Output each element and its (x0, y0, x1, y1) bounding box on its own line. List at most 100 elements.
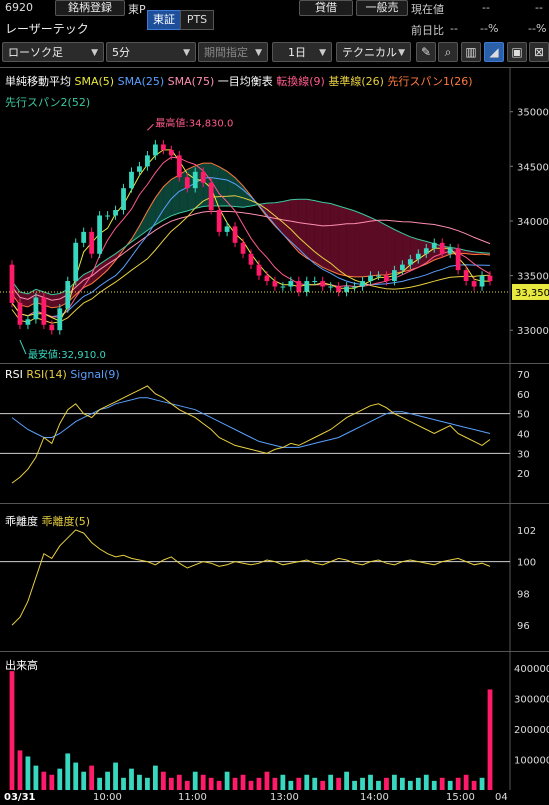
legend-item: SMA(5) (74, 75, 115, 88)
candle-body (49, 324, 55, 331)
volume-bar (113, 762, 118, 790)
technical-select[interactable]: テクニカル ▼ (336, 42, 411, 62)
period-select[interactable]: 期間指定 ▼ (198, 42, 268, 62)
candle-body (208, 182, 214, 211)
legend-item: 基準線(26) (328, 75, 384, 88)
tab-tse[interactable]: 東証 (147, 10, 181, 30)
candle-body (328, 286, 334, 288)
volume-bar (65, 753, 71, 790)
bar-chart-icon[interactable]: ▥ (461, 42, 481, 62)
legend-item: SMA(75) (167, 75, 215, 88)
save-icon[interactable]: ▣ (507, 42, 527, 62)
sma25-line (11, 177, 491, 318)
lend-button[interactable]: 貸借 (299, 0, 353, 16)
y-tick-label: 34000 (517, 217, 549, 228)
interval-value: 5分 (112, 46, 130, 59)
volume-bar (384, 777, 389, 790)
deviation-line (11, 529, 491, 626)
ichimoku-cloud-segment (155, 186, 164, 225)
volume-bar (176, 774, 182, 790)
candle-body (17, 302, 23, 325)
period-value: 期間指定 (204, 46, 248, 59)
x-axis: 03/31 10:00 11:00 13:00 14:00 15:00 04 (4, 792, 508, 803)
rsi-signal-line (11, 397, 491, 448)
candle-body (168, 149, 174, 156)
x-tick-label: 04 (495, 792, 508, 803)
volume-bar (288, 780, 294, 790)
ichimoku-cloud-segment (274, 201, 283, 235)
volume-bar (240, 774, 246, 790)
interval-select[interactable]: 5分 ▼ (106, 42, 196, 62)
last-price-text: 33,350 (515, 288, 549, 299)
technical-value: テクニカル (342, 46, 397, 59)
rsi-legend: RSI RSI(14) Signal(9) (5, 368, 120, 381)
candle-body (176, 155, 182, 178)
volume-bar (455, 777, 461, 790)
candle-body (232, 226, 238, 243)
volume-bar (216, 780, 222, 790)
ippan-button[interactable]: 一般売 (356, 0, 408, 16)
volume-bar (264, 771, 270, 790)
deviation-chart[interactable]: 102 100 98 96 (0, 504, 549, 651)
volume-bar (224, 771, 230, 790)
price-chart[interactable]: 33,350 最高値:34,830.0 最安値:32,910.0 35000 34500… (0, 68, 549, 363)
candle-body (296, 281, 302, 292)
candle-body (320, 281, 326, 287)
ichimoku-cloud-segment (378, 221, 387, 276)
candle-body (312, 281, 318, 283)
volume-bar (25, 756, 31, 790)
prev-diff-label: 前日比 (411, 24, 444, 37)
legend-item: 一目均衡表 (217, 75, 273, 88)
last-price-tag (512, 283, 549, 300)
stock-name: レーザーテック (5, 22, 89, 36)
close-icon[interactable]: ⊠ (529, 42, 549, 62)
volume-title: 出来高 (5, 659, 38, 672)
legend-item: RSI(14) (26, 368, 67, 381)
candle-body (137, 166, 142, 172)
chevron-down-icon: ▼ (319, 48, 326, 58)
y-tick-label: 50 (517, 410, 530, 421)
y-tick-label: 200000 (514, 725, 549, 736)
volume-bar (153, 765, 158, 790)
candle-body (248, 253, 254, 265)
y-tick-label: 98 (517, 589, 530, 600)
candle-body (399, 264, 405, 271)
volume-bar (33, 765, 39, 790)
volume-bar (352, 780, 357, 790)
volume-chart[interactable]: 400000 300000 200000 100000 (0, 652, 549, 790)
draw-pencil-icon[interactable]: ✎ (416, 42, 436, 62)
ichimoku-cloud-segment (362, 214, 371, 277)
ichimoku-cloud-segment (394, 229, 403, 274)
chevron-down-icon: ▼ (183, 48, 190, 58)
rsi-chart[interactable]: 70 60 50 40 30 20 (0, 364, 549, 503)
zoom-search-icon[interactable]: ⌕ (438, 42, 458, 62)
ichimoku-cloud-segment (298, 199, 307, 259)
y-tick-label: 33500 (517, 272, 549, 283)
volume-bar (105, 771, 110, 790)
volume-bar (439, 777, 445, 790)
price-panel (0, 67, 549, 364)
area-chart-icon[interactable]: ◢ (484, 42, 504, 62)
candle-body (160, 144, 166, 150)
candle-body (65, 281, 71, 309)
register-button[interactable]: 銘柄登録 (55, 0, 125, 16)
rsi-panel (0, 363, 549, 504)
volume-bar (168, 777, 174, 790)
ichimoku-cloud-segment (418, 239, 427, 268)
ichimoku-cloud-segment (243, 185, 251, 208)
low-label: 最安値:32,910.0 (28, 348, 106, 361)
ichimoku-cloud-segment (410, 236, 419, 271)
tab-pts[interactable]: PTS (180, 10, 214, 30)
current-price-value-2: -- (535, 1, 543, 14)
volume-bar (415, 777, 421, 790)
low-marker (19, 339, 27, 355)
candle-body (336, 286, 342, 292)
span-select[interactable]: 1日 ▼ (272, 42, 332, 62)
candle-body (439, 242, 445, 254)
x-tick-label: 03/31 (4, 792, 36, 803)
candle-body (153, 144, 158, 156)
chart-type-select[interactable]: ローソク足 ▼ (2, 42, 104, 62)
ichimoku-cloud-segment (139, 211, 148, 237)
ichimoku-cloud-segment (386, 225, 395, 276)
volume-bar (336, 777, 342, 790)
